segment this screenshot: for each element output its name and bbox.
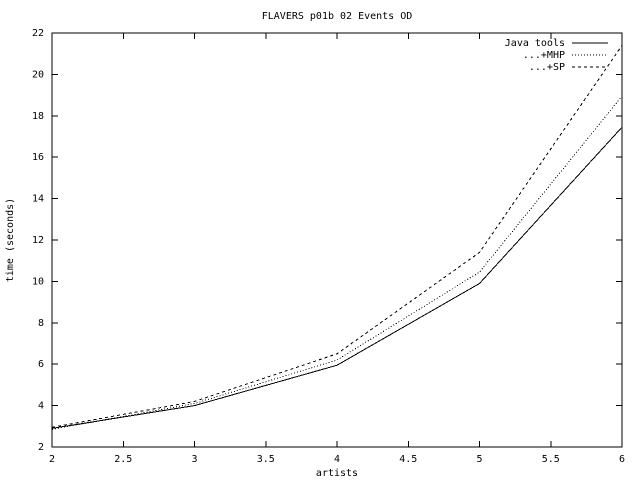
series-line bbox=[51, 95, 623, 430]
y-tick-label: 18 bbox=[32, 111, 44, 122]
chart-title: FLAVERS p01b 02 Events OD bbox=[262, 11, 413, 22]
x-tick-label: 2 bbox=[49, 454, 55, 465]
x-tick-label: 4.5 bbox=[399, 454, 417, 465]
x-tick-label: 2.5 bbox=[114, 454, 132, 465]
legend-label: ...+MHP bbox=[523, 50, 565, 61]
x-tick-label: 6 bbox=[619, 454, 625, 465]
y-tick-label: 16 bbox=[32, 152, 44, 163]
y-tick-label: 2 bbox=[38, 442, 44, 453]
series-line bbox=[51, 126, 623, 429]
y-axis-label: time (seconds) bbox=[5, 198, 16, 282]
legend-label: ...+SP bbox=[529, 62, 565, 73]
x-axis-label: artists bbox=[316, 468, 358, 479]
x-tick-label: 3 bbox=[191, 454, 197, 465]
y-tick-label: 20 bbox=[32, 69, 44, 80]
x-tick-label: 5 bbox=[476, 454, 482, 465]
x-tick-label: 5.5 bbox=[542, 454, 560, 465]
y-tick-label: 8 bbox=[38, 318, 44, 329]
x-tick-label: 4 bbox=[334, 454, 340, 465]
y-tick-label: 10 bbox=[32, 276, 44, 287]
legend-label: Java tools bbox=[505, 38, 565, 49]
x-tick-label: 3.5 bbox=[257, 454, 275, 465]
y-tick-label: 12 bbox=[32, 235, 44, 246]
y-tick-label: 4 bbox=[38, 401, 44, 412]
y-tick-label: 6 bbox=[38, 359, 44, 370]
y-tick-label: 14 bbox=[32, 194, 44, 205]
y-tick-label: 22 bbox=[32, 28, 44, 39]
series-line bbox=[51, 45, 623, 428]
